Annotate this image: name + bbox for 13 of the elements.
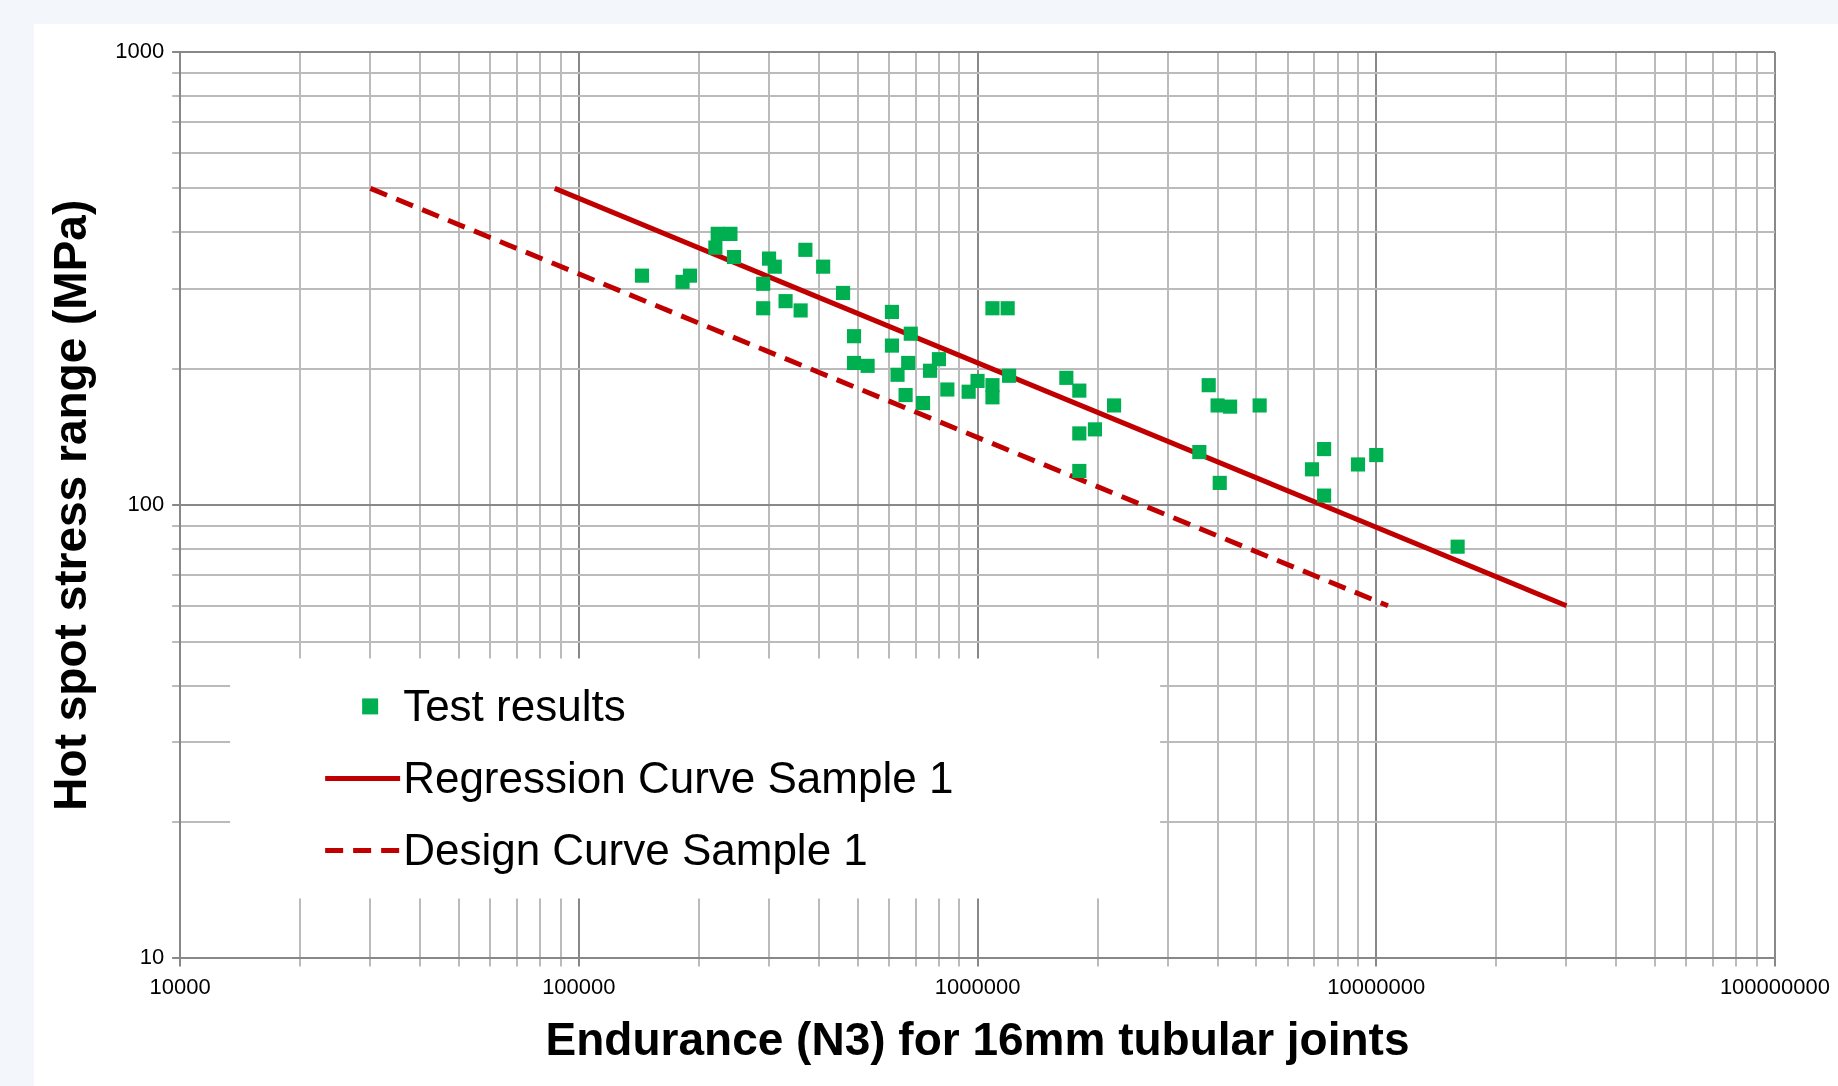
x-axis-title: Endurance (N3) for 16mm tubular joints bbox=[545, 1013, 1410, 1066]
y-tick-label: 10 bbox=[139, 944, 165, 970]
y-axis-title: Hot spot stress range (MPa) bbox=[44, 199, 97, 811]
legend-label: Test results bbox=[403, 680, 626, 730]
y-tick-label: 100 bbox=[127, 491, 165, 517]
x-tick-label: 100000000 bbox=[1719, 973, 1830, 999]
y-tick-label: 1000 bbox=[115, 38, 165, 64]
x-tick-label: 100000 bbox=[542, 973, 616, 999]
legend-label: Design Curve Sample 1 bbox=[403, 824, 868, 874]
legend-label: Regression Curve Sample 1 bbox=[403, 752, 954, 802]
x-tick-label: 10000 bbox=[149, 973, 211, 999]
x-tick-label: 1000000 bbox=[934, 973, 1021, 999]
x-tick-label: 10000000 bbox=[1327, 973, 1426, 999]
